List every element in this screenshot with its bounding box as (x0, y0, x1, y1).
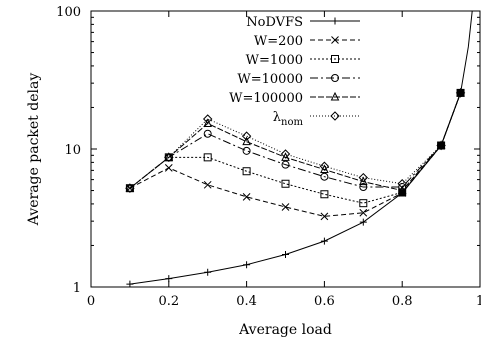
x-tick-label: 0.6 (314, 294, 335, 309)
data-point (241, 131, 252, 141)
legend-marker (330, 111, 340, 121)
x-tick-label: 0 (87, 294, 95, 309)
data-point (358, 172, 369, 183)
data-point (243, 261, 251, 269)
legend-label: W=200 (254, 34, 303, 49)
legend-marker (330, 91, 340, 101)
y-tick-label: 1 (73, 281, 81, 296)
legend-entry: W=200 (254, 34, 360, 49)
legend: NoDVFS W=200 W=1000 W=10000 W=100000 λnom (229, 15, 360, 128)
data-point (242, 136, 251, 146)
data-point (320, 190, 329, 199)
y-axis-title: Average packet delay (26, 73, 42, 227)
x-tick-label: 1 (476, 294, 481, 309)
data-point (320, 172, 329, 181)
data-point (164, 152, 174, 163)
data-point (164, 164, 173, 172)
data-point (281, 179, 290, 188)
data-point (280, 149, 291, 159)
legend-marker (331, 74, 339, 82)
legend-marker (331, 17, 339, 25)
series-line (129, 92, 462, 189)
x-tick-label: 0.4 (236, 294, 257, 309)
data-point (281, 160, 290, 169)
legend-label: W=10000 (237, 72, 303, 87)
data-point (125, 183, 135, 192)
data-point (126, 280, 134, 287)
series-line (129, 11, 473, 285)
data-point (203, 118, 213, 128)
series-1 (126, 89, 465, 221)
data-point (282, 250, 289, 258)
data-point (203, 180, 212, 189)
y-tick-label: 10 (64, 143, 81, 158)
legend-entry: W=10000 (237, 72, 360, 87)
data-point (359, 208, 368, 217)
data-point (203, 153, 212, 162)
x-axis: 0 0.2 0.4 0.6 0.8 1 (87, 11, 481, 309)
data-point (165, 275, 173, 283)
overlap-point (437, 142, 445, 150)
legend-label: λnom (273, 110, 304, 128)
series-5 (125, 88, 466, 193)
series-line (129, 92, 462, 204)
legend-entry: W=100000 (229, 91, 360, 106)
x-tick-label: 0.8 (392, 294, 413, 309)
legend-entry: W=1000 (246, 53, 360, 68)
data-point (164, 152, 174, 161)
data-point (359, 199, 368, 208)
data-point (242, 167, 251, 176)
series-line (129, 92, 462, 217)
overlap-markers (398, 89, 465, 197)
overlap-point (398, 189, 406, 197)
legend-label: W=1000 (246, 53, 303, 68)
data-point (319, 161, 330, 171)
data-point (202, 114, 213, 124)
overlap-point (457, 89, 465, 97)
data-point (320, 237, 328, 245)
data-point (358, 176, 368, 186)
series-layer (125, 11, 473, 287)
data-point (203, 129, 212, 138)
legend-label: W=100000 (229, 91, 303, 106)
legend-label: NoDVFS (246, 15, 303, 30)
legend-marker (331, 55, 339, 63)
data-point (281, 203, 290, 211)
data-point (242, 146, 251, 155)
data-point (204, 268, 212, 276)
series-2 (125, 88, 465, 208)
x-axis-title: Average load (238, 322, 332, 338)
y-axis: 1 10 100 (56, 5, 480, 296)
data-point (359, 218, 367, 226)
series-line (129, 92, 462, 192)
legend-entry: λnom (273, 110, 360, 128)
y-tick-label: 100 (56, 5, 81, 20)
data-point (397, 179, 407, 189)
x-tick-label: 0.2 (158, 294, 179, 309)
series-line (129, 92, 462, 189)
data-point (320, 212, 329, 221)
data-point (242, 193, 251, 201)
series-0 (126, 11, 473, 287)
data-point (125, 183, 135, 193)
legend-entry: NoDVFS (246, 15, 360, 30)
data-point (359, 183, 368, 192)
legend-marker (331, 36, 339, 44)
